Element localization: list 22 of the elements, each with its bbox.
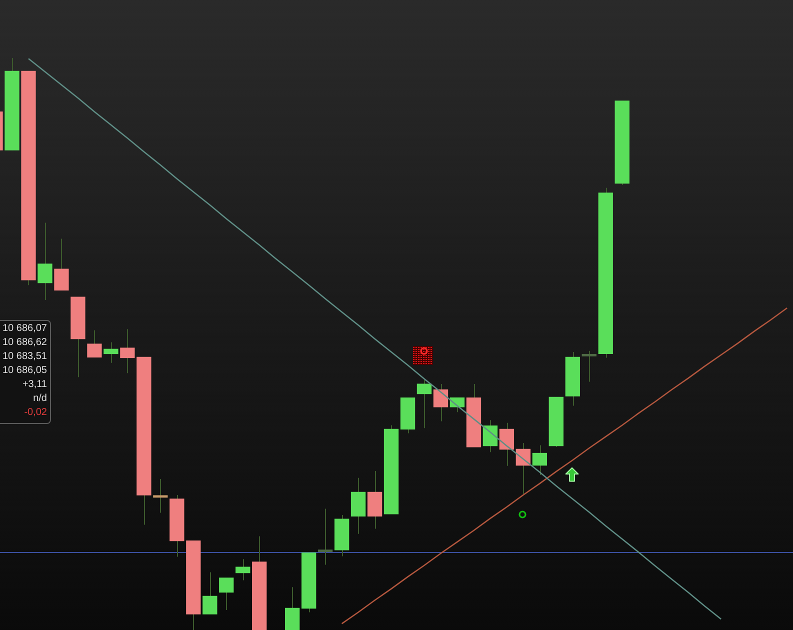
- candlestick: [285, 586, 300, 630]
- candlestick: [54, 238, 69, 291]
- annotation: 10 686,62: [2, 336, 47, 350]
- candlestick: [202, 572, 218, 614]
- annotation: 10 686,05: [2, 364, 47, 378]
- annotation: 10 683,51: [2, 350, 47, 364]
- candlestick: [416, 380, 432, 429]
- candlestick: [38, 222, 52, 300]
- candlestick: [499, 422, 514, 466]
- annotation: -0,02: [23, 406, 47, 420]
- candlestick: [219, 577, 234, 610]
- annotation: 10 686,07: [2, 322, 47, 336]
- candlestick: [482, 420, 498, 453]
- candlestick: [87, 330, 102, 358]
- candlestick: [433, 384, 448, 422]
- candlestick: [104, 342, 118, 364]
- candlestick: [532, 444, 548, 476]
- annotation: +3,11: [21, 378, 47, 392]
- candlestick: [582, 350, 596, 382]
- candlestick: [318, 508, 333, 566]
- candlestick: [236, 558, 250, 581]
- annotation: n/d: [32, 392, 47, 406]
